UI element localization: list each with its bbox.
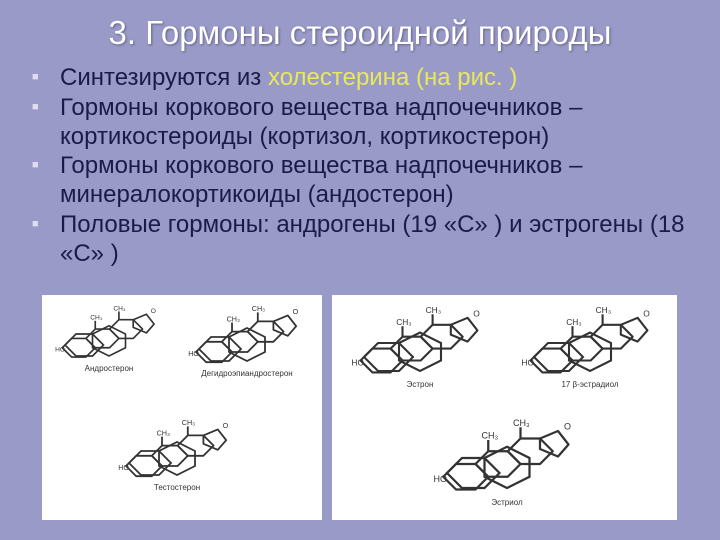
molecule: HO O CH₃ CH₃ Эстрон xyxy=(350,301,490,389)
bullet-item: Половые гормоны: андрогены (19 «С» ) и э… xyxy=(30,211,690,269)
svg-text:O: O xyxy=(223,421,229,430)
slide: 3. Гормоны стероидной природы Синтезирую… xyxy=(0,0,720,540)
svg-text:CH₃: CH₃ xyxy=(90,315,103,322)
svg-text:O: O xyxy=(564,422,571,432)
molecule: HO O CH₃ CH₃ 17 β-эстрадиол xyxy=(520,301,660,389)
bullet-item: Гормоны коркового вещества надпочечников… xyxy=(30,152,690,210)
bullet-item: Гормоны коркового вещества надпочечников… xyxy=(30,94,690,152)
svg-text:HO: HO xyxy=(55,347,65,354)
svg-text:O: O xyxy=(151,308,156,315)
svg-text:CH₃: CH₃ xyxy=(426,305,442,315)
svg-text:CH₃: CH₃ xyxy=(157,428,170,437)
bullet-list: Синтезируются из холестерина (на рис. ) … xyxy=(30,64,690,269)
svg-text:O: O xyxy=(473,308,480,318)
svg-text:CH₃: CH₃ xyxy=(227,314,240,323)
svg-text:HO: HO xyxy=(188,349,199,358)
svg-text:CH₃: CH₃ xyxy=(513,418,530,428)
svg-text:CH₃: CH₃ xyxy=(566,317,582,327)
molecule: HO O CH₃ CH₃ Тестостерон xyxy=(117,415,237,492)
molecule: HO O CH₃ CH₃ Эстриол xyxy=(432,413,582,507)
molecule-caption: Андростерон xyxy=(85,364,134,373)
bullet-text: Гормоны коркового вещества надпочечников… xyxy=(60,152,582,208)
svg-text:CH₃: CH₃ xyxy=(596,305,612,315)
bullet-highlight: холестерина (на рис. ) xyxy=(268,64,517,91)
content-area: Синтезируются из холестерина (на рис. ) … xyxy=(0,58,720,269)
bullet-text: Половые гормоны: андрогены (19 «С» ) и э… xyxy=(60,211,685,267)
chem-panel-left: HO O CH₃ CH₃ Андростерон HO O xyxy=(42,295,322,520)
svg-text:CH₃: CH₃ xyxy=(113,305,126,312)
chemistry-row: HO O CH₃ CH₃ Андростерон HO O xyxy=(0,295,720,520)
molecule-caption: Тестостерон xyxy=(154,483,200,492)
molecule-caption: Эстриол xyxy=(491,498,522,507)
chem-panel-right: HO O CH₃ CH₃ Эстрон HO O xyxy=(332,295,677,520)
svg-text:O: O xyxy=(643,308,650,318)
svg-text:CH₃: CH₃ xyxy=(396,317,412,327)
molecule: HO O CH₃ CH₃ Андростерон xyxy=(54,301,164,373)
svg-text:O: O xyxy=(293,307,299,316)
svg-text:HO: HO xyxy=(118,463,129,472)
svg-text:CH₃: CH₃ xyxy=(482,431,499,441)
molecule-caption: Дегидроэпиандростерон xyxy=(201,369,292,378)
slide-title: 3. Гормоны стероидной природы xyxy=(0,0,720,58)
molecule: HO O CH₃ CH₃ Дегидроэпиандростерон xyxy=(187,301,307,378)
molecule-caption: Эстрон xyxy=(407,380,434,389)
svg-text:CH₃: CH₃ xyxy=(252,304,265,313)
bullet-item: Синтезируются из холестерина (на рис. ) xyxy=(30,64,690,93)
svg-text:HO: HO xyxy=(434,474,448,484)
svg-text:HO: HO xyxy=(521,357,534,367)
svg-text:HO: HO xyxy=(351,357,364,367)
bullet-text: Синтезируются из xyxy=(60,64,268,91)
molecule-caption: 17 β-эстрадиол xyxy=(561,380,618,389)
bullet-text: Гормоны коркового вещества надпочечников… xyxy=(60,94,582,150)
svg-text:CH₃: CH₃ xyxy=(182,418,195,427)
